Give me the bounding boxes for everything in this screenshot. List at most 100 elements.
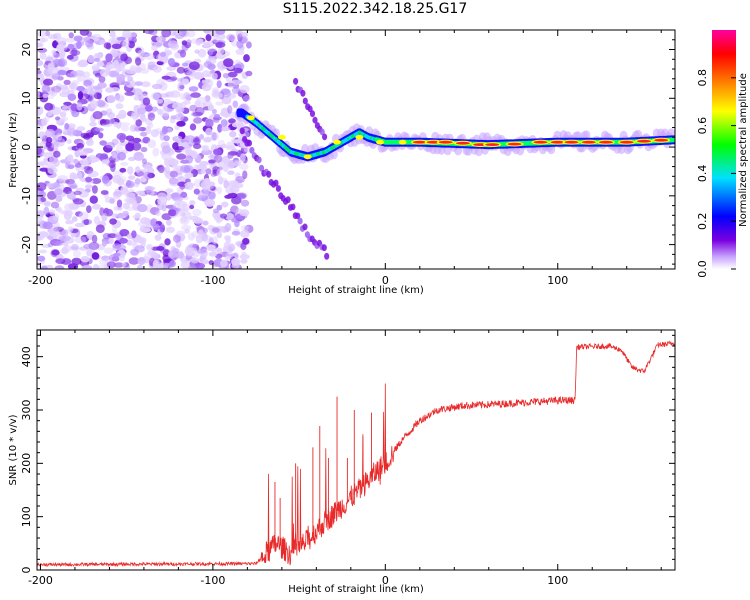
- spectral-speckle: [88, 90, 97, 96]
- spectral-speckle: [95, 99, 106, 108]
- spectral-speckle: [231, 87, 241, 94]
- spectral-speckle: [45, 128, 56, 138]
- spectral-speckle: [199, 163, 206, 170]
- x-tick-label: -100: [200, 274, 225, 287]
- spectrogram-heatmap: [37, 30, 675, 269]
- spectral-speckle: [74, 222, 85, 228]
- y-tick-label: 0: [20, 567, 33, 574]
- spectral-speckle: [37, 42, 44, 48]
- spectral-speckle: [113, 193, 121, 200]
- spectral-speckle: [154, 234, 162, 241]
- spectral-speckle: [89, 156, 100, 163]
- spectral-speckle: [224, 222, 232, 232]
- spectral-speckle: [162, 102, 168, 111]
- spectral-branch-point: [302, 97, 308, 105]
- spectral-speckle: [86, 205, 92, 214]
- spectral-speckle: [76, 171, 83, 180]
- spectral-speckle: [64, 123, 70, 130]
- spectral-speckle: [239, 209, 250, 217]
- spectral-speckle: [208, 49, 214, 56]
- spectral-speckle: [136, 264, 144, 269]
- spectral-speckle: [97, 265, 109, 269]
- spectral-speckle: [125, 135, 135, 141]
- spectral-speckle: [96, 61, 105, 67]
- spectral-speckle: [181, 40, 188, 46]
- spectral-speckle: [201, 79, 207, 84]
- spectral-speckle: [55, 195, 63, 202]
- spectral-speckle: [158, 93, 170, 98]
- spectral-speckle: [134, 126, 142, 132]
- spectral-speckle: [174, 135, 183, 141]
- spectral-speckle: [143, 253, 150, 261]
- spectral-speckle: [54, 188, 63, 196]
- spectral-speckle: [66, 190, 76, 200]
- spectral-hotspot: [398, 139, 407, 145]
- spectral-peak: [455, 141, 470, 145]
- spectral-branch-point: [322, 133, 328, 141]
- spectral-speckle: [224, 194, 233, 199]
- spectral-speckle: [87, 170, 99, 178]
- spectral-speckle: [187, 232, 195, 241]
- spectral-speckle: [211, 108, 217, 115]
- spectral-speckle: [140, 81, 151, 88]
- spectral-speckle: [227, 152, 234, 159]
- spectral-speckle: [100, 190, 109, 195]
- spectral-speckle: [192, 208, 202, 217]
- spectral-speckle: [221, 201, 229, 208]
- spectral-speckle: [205, 118, 214, 128]
- spectral-speckle: [215, 41, 226, 48]
- spectral-speckle: [238, 31, 249, 38]
- spectral-speckle: [194, 49, 200, 54]
- spectral-speckle: [57, 209, 67, 214]
- spectral-speckle: [81, 265, 93, 269]
- spectral-speckle: [119, 229, 130, 237]
- spectral-speckle: [98, 39, 107, 45]
- spectral-speckle: [47, 66, 59, 75]
- spectral-speckle: [224, 235, 231, 241]
- spectral-speckle: [188, 265, 198, 269]
- spectral-speckle: [217, 123, 223, 133]
- spectral-speckle: [190, 92, 201, 98]
- spectral-speckle: [147, 111, 155, 118]
- spectral-speckle: [145, 125, 152, 135]
- spectral-speckle: [99, 140, 107, 146]
- spectral-branch-point: [258, 164, 265, 172]
- spectral-speckle: [65, 219, 74, 225]
- snr-panel: -200 -100 0 100 0 100 200 300 400 Height of stra…: [8, 329, 676, 595]
- spectral-speckle: [220, 119, 228, 128]
- spectral-speckle: [121, 81, 131, 86]
- spectral-speckle: [213, 148, 222, 156]
- spectral-speckle: [110, 87, 120, 92]
- spectral-speckle: [163, 135, 170, 142]
- spectral-speckle: [37, 198, 42, 205]
- y-tick-label: 20: [20, 43, 33, 57]
- spectral-speckle: [71, 80, 80, 85]
- spectral-speckle: [57, 175, 68, 182]
- spectral-speckle: [98, 75, 106, 83]
- spectral-speckle: [136, 204, 148, 213]
- spectral-speckle: [41, 37, 49, 43]
- spectral-branch-point: [290, 203, 296, 211]
- spectral-speckle: [159, 82, 168, 91]
- spectral-speckle: [55, 133, 63, 141]
- spectral-speckle: [150, 92, 160, 100]
- spectral-speckle: [176, 146, 185, 151]
- spectral-speckle: [208, 159, 216, 164]
- spectral-speckle: [135, 119, 142, 127]
- spectral-speckle: [71, 243, 79, 250]
- spectral-speckle: [211, 248, 219, 253]
- spectral-speckle: [133, 151, 144, 161]
- spectral-speckle: [231, 230, 241, 236]
- spectral-speckle: [177, 82, 185, 92]
- spectral-speckle: [80, 132, 90, 139]
- colorbar-gradient: [712, 30, 736, 269]
- y-tick-label: 300: [20, 400, 33, 421]
- spectral-branch-point: [300, 89, 306, 97]
- spectral-speckle: [37, 106, 44, 116]
- spectral-speckle: [243, 54, 250, 63]
- spectral-speckle: [93, 216, 100, 225]
- spectral-speckle: [193, 72, 205, 80]
- spectral-speckle: [49, 229, 60, 238]
